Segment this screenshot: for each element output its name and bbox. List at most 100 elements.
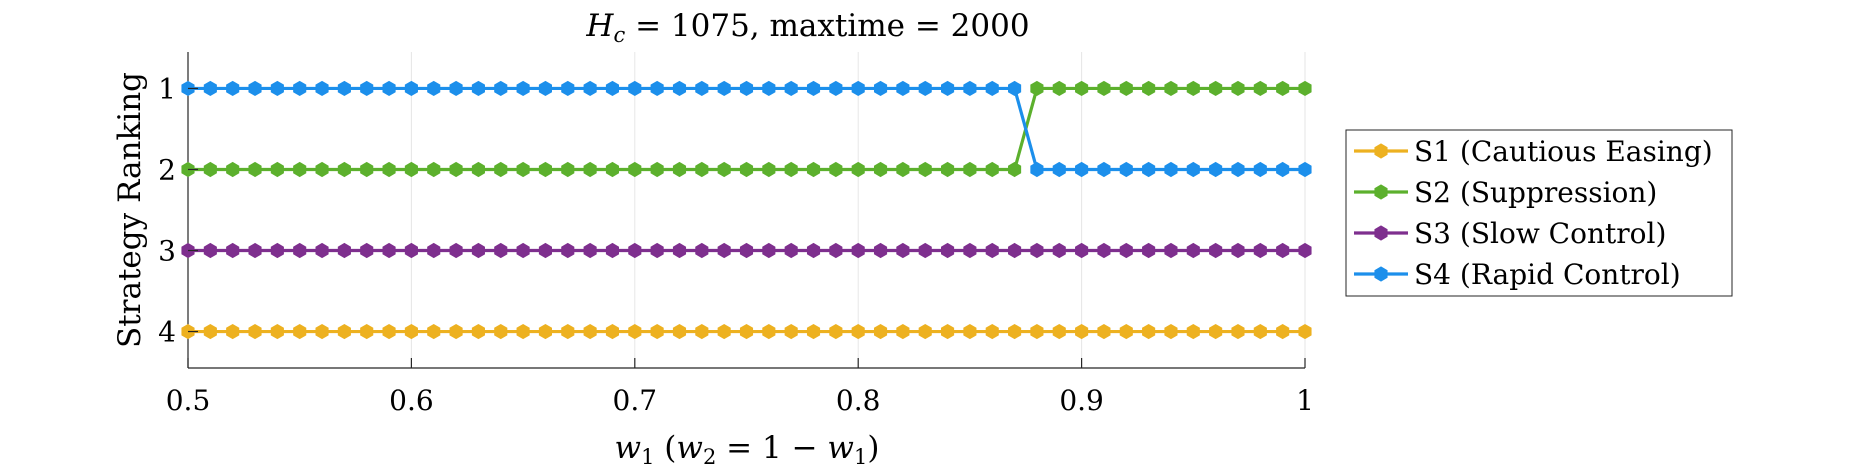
series-4	[181, 80, 1312, 178]
data-point	[985, 80, 999, 97]
data-point	[1052, 323, 1066, 340]
data-point	[1298, 323, 1312, 340]
data-point	[963, 80, 977, 97]
data-point	[985, 242, 999, 259]
legend-item: S1 (Cautious Easing)	[1354, 135, 1713, 168]
data-point	[873, 161, 888, 178]
data-point	[315, 323, 329, 340]
data-point	[1142, 80, 1156, 97]
data-point	[270, 242, 284, 259]
data-point	[873, 242, 888, 259]
data-point	[427, 242, 441, 259]
data-point	[293, 323, 307, 340]
data-point	[494, 161, 508, 178]
data-point	[382, 323, 396, 340]
data-point	[516, 323, 530, 340]
x-tick-label: 0.9	[1059, 384, 1104, 417]
data-point	[784, 242, 798, 259]
data-point	[1276, 80, 1290, 97]
data-point	[449, 161, 463, 178]
data-point	[1186, 161, 1200, 178]
data-point	[628, 80, 642, 97]
data-point	[985, 323, 999, 340]
y-axis-label: Strategy Ranking	[112, 72, 148, 348]
data-point	[561, 323, 575, 340]
data-point	[404, 161, 418, 178]
data-point	[1008, 80, 1022, 97]
xlabel-close: )	[867, 430, 879, 466]
series-2	[181, 80, 1312, 178]
data-point	[561, 80, 575, 97]
axes-layer	[187, 52, 1305, 369]
data-point	[315, 80, 329, 97]
data-point	[449, 242, 463, 259]
data-point	[538, 161, 552, 178]
data-point	[337, 80, 351, 97]
data-point	[762, 242, 776, 259]
data-point	[337, 323, 351, 340]
data-point	[851, 80, 865, 97]
data-point	[918, 80, 932, 97]
data-point	[404, 80, 418, 97]
data-point	[583, 323, 597, 340]
data-point	[1097, 242, 1111, 259]
series-line	[188, 86, 1305, 172]
title-rest: = 1075, maxtime = 2000	[625, 8, 1029, 44]
data-point	[739, 242, 754, 259]
data-point	[427, 161, 441, 178]
data-point	[672, 242, 687, 259]
x-tick-label: 0.8	[836, 384, 881, 417]
data-point	[337, 161, 351, 178]
data-point	[1186, 242, 1200, 259]
data-point	[1253, 242, 1267, 259]
data-point	[1119, 242, 1133, 259]
data-point	[1097, 80, 1111, 97]
data-point	[1164, 161, 1178, 178]
data-point	[1276, 242, 1290, 259]
data-point	[605, 80, 620, 97]
data-point	[226, 80, 240, 97]
data-point	[896, 161, 910, 178]
data-point	[1097, 323, 1111, 340]
data-point	[672, 323, 687, 340]
data-point	[1075, 161, 1089, 178]
xlabel-w1b-sub: 1	[854, 445, 867, 469]
legend-swatch-marker	[1374, 225, 1388, 241]
data-point	[918, 161, 932, 178]
y-tick-label: 2	[158, 153, 176, 186]
data-point	[650, 242, 664, 259]
data-point	[1008, 242, 1022, 259]
data-point	[471, 242, 485, 259]
data-point	[605, 242, 620, 259]
data-point	[404, 242, 418, 259]
data-point	[851, 323, 865, 340]
data-point	[739, 161, 754, 178]
data-point	[1164, 323, 1178, 340]
data-point	[449, 80, 463, 97]
data-point	[1008, 323, 1022, 340]
data-point	[203, 80, 217, 97]
data-point	[427, 80, 441, 97]
data-point	[449, 323, 463, 340]
grid-layer	[187, 52, 1306, 368]
title-var-main: H	[585, 8, 614, 44]
data-point	[941, 242, 955, 259]
data-point	[1186, 80, 1200, 97]
x-tick-label: 0.7	[613, 384, 658, 417]
data-point	[672, 161, 687, 178]
series-1	[181, 323, 1312, 340]
data-point	[1209, 323, 1223, 340]
data-point	[1186, 323, 1200, 340]
data-point	[404, 323, 418, 340]
data-point	[382, 242, 396, 259]
data-point	[1231, 161, 1245, 178]
legend-swatch-marker	[1374, 184, 1388, 200]
data-point	[315, 242, 329, 259]
xlabel-w1-main: w	[615, 430, 642, 466]
data-point	[360, 80, 374, 97]
data-point	[695, 161, 709, 178]
data-point	[717, 323, 731, 340]
legend-item: S3 (Slow Control)	[1354, 217, 1666, 250]
legend-label: S1 (Cautious Easing)	[1414, 135, 1713, 168]
data-point	[1119, 161, 1133, 178]
